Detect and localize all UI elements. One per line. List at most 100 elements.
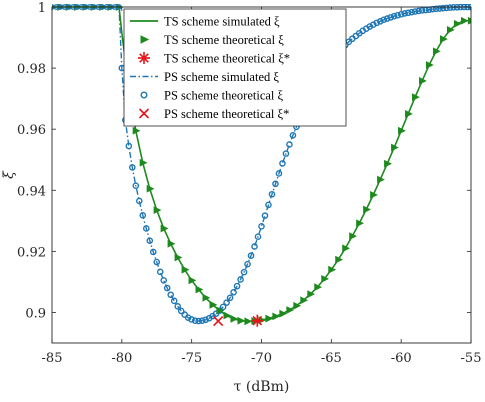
ps-theoretical-point — [244, 260, 251, 268]
legend-label: TS scheme theoretical ξ* — [164, 52, 290, 66]
ps-theoretical-point — [282, 150, 290, 157]
legend-swatch-star — [138, 52, 150, 64]
legend-box — [123, 8, 347, 127]
ps-theoretical-point — [188, 316, 195, 323]
ps-theoretical-point — [195, 317, 202, 325]
cross-stroke — [213, 315, 224, 327]
ps-theoretical-point — [156, 268, 164, 276]
ps-theoretical-point — [380, 16, 388, 24]
x-tick-label: -75 — [181, 351, 202, 366]
ps-theoretical-point — [219, 303, 227, 311]
ps-theoretical-point — [439, 4, 447, 12]
ps-theoretical-point — [230, 288, 237, 296]
legend-label: TS scheme simulated ξ — [164, 15, 280, 29]
ps-optimum-cross — [213, 315, 224, 327]
ts-theoretical-point — [230, 314, 239, 323]
ts-theoretical-point — [342, 244, 350, 253]
ts-theoretical-point — [202, 293, 211, 302]
ps-theoretical-point — [191, 317, 199, 325]
ps-theoretical-point — [390, 12, 398, 20]
ts-theoretical-point — [216, 306, 225, 315]
ps-theoretical-point — [418, 7, 426, 14]
ps-theoretical-point — [258, 223, 265, 230]
x-tick-label: -80 — [111, 351, 132, 366]
ts-theoretical-point — [453, 19, 462, 28]
ps-theoretical-point — [125, 142, 133, 150]
x-tick-label: -65 — [321, 351, 342, 366]
ts-theoretical-point — [398, 126, 406, 135]
ts-theoretical-point — [209, 300, 218, 309]
legend-entry: TS scheme theoretical ξ — [140, 33, 284, 47]
ps-theoretical-point — [397, 11, 405, 18]
ts-theoretical-point — [188, 276, 197, 285]
ts-theoretical-point — [349, 232, 357, 240]
ps-theoretical-point — [174, 303, 181, 310]
legend-label: TS scheme theoretical ξ — [164, 33, 284, 47]
x-axis-label: τ (dBm) — [234, 379, 290, 395]
legend-swatch-circle — [140, 91, 148, 99]
ts-theoretical-point — [244, 317, 253, 326]
y-tick-label: 1 — [38, 1, 46, 16]
legend-entry: PS scheme simulated ξ — [130, 70, 279, 84]
ts-theoretical-point — [356, 219, 364, 228]
ps-theoretical-point — [142, 225, 150, 232]
ps-theoretical-point — [146, 237, 154, 244]
ps-theoretical-point — [289, 131, 297, 139]
ps-theoretical-point — [251, 243, 258, 250]
ps-theoretical-point — [261, 212, 269, 219]
ps-theoretical-point — [139, 212, 147, 219]
ts-theoretical-point — [174, 253, 183, 262]
ts-theoretical-point — [153, 206, 162, 215]
ts-theoretical-point — [300, 296, 309, 305]
cross-stroke — [138, 108, 150, 119]
ts-theoretical-point — [426, 61, 434, 69]
ps-theoretical-point — [279, 160, 286, 167]
ts-theoretical-point — [146, 184, 155, 193]
legend-entry: TS scheme simulated ξ — [130, 15, 280, 29]
ts-theoretical-point — [412, 93, 420, 101]
ps-theoretical-point — [404, 9, 412, 17]
ps-theoretical-point — [226, 294, 234, 302]
ps-theoretical-point — [170, 297, 178, 305]
ps-theoretical-point — [429, 5, 436, 13]
y-tick-label: 0.98 — [17, 62, 46, 77]
ps-theoretical-point — [135, 197, 143, 205]
legend-entry: PS scheme theoretical ξ* — [138, 107, 289, 121]
ps-theoretical-point — [149, 248, 157, 256]
ts-theoretical-point — [160, 224, 169, 233]
ps-theoretical-point — [401, 10, 408, 17]
ts-optimum-star — [251, 314, 264, 327]
ps-theoretical-point — [265, 201, 272, 209]
x-tick-label: -70 — [251, 351, 272, 366]
legend-swatch-x — [138, 108, 150, 119]
ts-theoretical-point — [384, 159, 392, 168]
ps-theoretical-point — [223, 299, 230, 306]
ps-theoretical-point — [394, 11, 401, 19]
ps-theoretical-point — [387, 14, 394, 21]
ts-theoretical-point — [363, 205, 371, 214]
legend: TS scheme simulated ξ TS scheme theoretic… — [123, 8, 347, 127]
star-stroke — [139, 53, 149, 63]
ps-theoretical-point — [153, 258, 161, 266]
ts-theoretical-point — [335, 255, 343, 264]
ts-theoretical-point — [419, 77, 427, 85]
ts-theoretical-point — [405, 110, 413, 118]
ps-theoretical-point — [272, 180, 279, 188]
ps-theoretical-point — [432, 5, 440, 13]
x-tick-label: -55 — [461, 351, 482, 366]
ts-theoretical-point — [132, 126, 141, 135]
ts-theoretical-point — [446, 26, 455, 34]
ps-theoretical-point — [415, 7, 422, 15]
ps-theoretical-point — [163, 284, 171, 292]
ts-theoretical-point — [237, 316, 246, 325]
ts-theoretical-point — [167, 239, 176, 248]
ps-theoretical-point — [240, 268, 248, 276]
ps-theoretical-point — [129, 164, 136, 171]
ps-theoretical-point — [373, 19, 381, 27]
ps-theoretical-point — [177, 307, 185, 315]
y-axis-label: ξ — [1, 170, 17, 179]
ps-theoretical-point — [254, 233, 262, 241]
ps-theoretical-point — [408, 8, 415, 16]
ts-theoretical-point — [139, 158, 148, 167]
ps-theoretical-point — [383, 15, 391, 22]
